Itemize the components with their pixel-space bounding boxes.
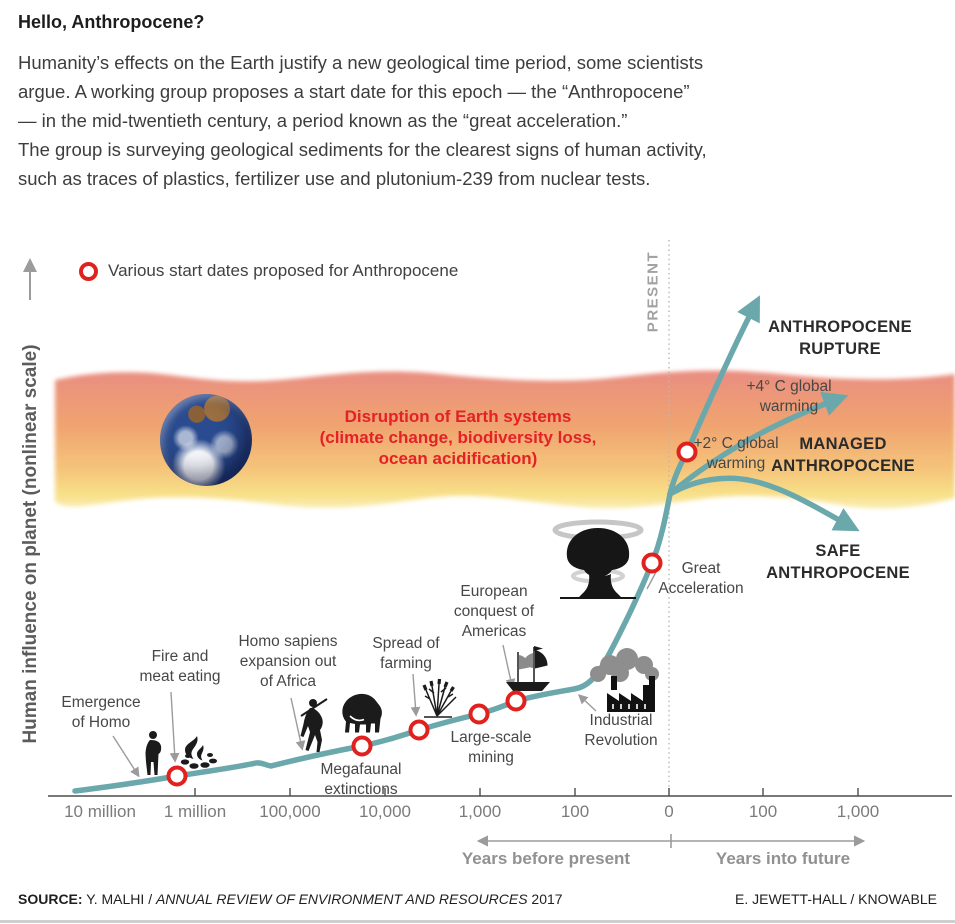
x-tick-future-100: 100 bbox=[748, 802, 778, 821]
circle-2c-warming bbox=[676, 441, 698, 463]
rupture-curve bbox=[667, 295, 760, 497]
mammoth-icon bbox=[342, 693, 382, 733]
event-label-industrial-revolution: Industrial Revolution bbox=[584, 712, 658, 749]
intro-paragraph: Humanity’s effects on the Earth justify … bbox=[18, 52, 707, 189]
artist-credit: E. JEWETT-HALL / KNOWABLE bbox=[734, 891, 937, 907]
ship-icon bbox=[506, 646, 550, 691]
factory-icon bbox=[590, 648, 659, 712]
event-label-european-conquest: European conquest of Americas bbox=[453, 583, 535, 640]
bottom-divider bbox=[0, 920, 955, 923]
circle-megafaunal-extinctions bbox=[351, 735, 373, 757]
hunter-icon bbox=[300, 698, 328, 752]
footer: SOURCE: Y. MALHI / ANNUAL REVIEW OF ENVI… bbox=[18, 891, 937, 907]
event-label-great-acceleration: Great Acceleration bbox=[658, 560, 744, 597]
source-label: SOURCE: bbox=[18, 891, 83, 907]
safe-curve bbox=[667, 475, 860, 532]
standing-human-icon bbox=[145, 731, 162, 775]
disruption-band-label: Disruption of Earth systems (climate cha… bbox=[319, 407, 597, 468]
mushroom-cloud-icon bbox=[552, 519, 644, 599]
pointer-arrows bbox=[112, 571, 657, 778]
circle-spread-of-farming bbox=[408, 719, 430, 741]
source-journal: ANNUAL REVIEW OF ENVIRONMENT AND RESOURC… bbox=[155, 891, 528, 907]
x-tick-1000: 1,000 bbox=[458, 802, 502, 821]
main-influence-curve bbox=[72, 491, 673, 794]
crops-icon bbox=[422, 678, 457, 718]
event-label-megafaunal-extinctions: Megafaunal extinctions bbox=[320, 761, 402, 798]
scenario-label-plus2: +2° C global warming bbox=[693, 435, 779, 472]
campfire-icon bbox=[180, 736, 217, 769]
source-credit: SOURCE: Y. MALHI / ANNUAL REVIEW OF ENVI… bbox=[18, 891, 563, 907]
page-title: Hello, Anthropocene? bbox=[18, 12, 205, 32]
scenario-label-plus4: +4° C global warming bbox=[746, 378, 832, 415]
legend-circle-icon bbox=[79, 262, 98, 281]
event-label-large-scale-mining: Large-scale mining bbox=[450, 729, 532, 766]
x-tick-100: 100 bbox=[560, 802, 590, 821]
event-label-spread-of-farming: Spread of farming bbox=[372, 635, 440, 672]
x-tick-10-million: 10 million bbox=[64, 802, 136, 821]
event-label-emergence-of-homo: Emergence of Homo bbox=[61, 694, 141, 731]
circle-european-conquest bbox=[505, 690, 527, 712]
circle-large-scale-mining bbox=[468, 703, 490, 725]
timeline-span-arrow bbox=[476, 834, 866, 848]
scenario-label-managed: MANAGED ANTHROPOCENE bbox=[771, 435, 915, 475]
x-tick-0: 0 bbox=[664, 802, 674, 821]
x-tick-10000: 10,000 bbox=[359, 802, 411, 821]
legend-label: Various start dates proposed for Anthrop… bbox=[108, 261, 459, 280]
circle-great-acceleration bbox=[641, 552, 663, 574]
disruption-band bbox=[55, 370, 955, 509]
x-tick-1-million: 1 million bbox=[163, 802, 227, 821]
event-label-fire-and-meat-eating: Fire and meat eating bbox=[139, 648, 221, 685]
x-axis-label-future: Years into future bbox=[715, 849, 851, 868]
start-date-circles bbox=[166, 441, 698, 787]
x-axis-ticks bbox=[194, 788, 859, 796]
managed-curve bbox=[667, 391, 849, 497]
circle-fire-and-meat-eating bbox=[166, 765, 188, 787]
x-tick-future-1000: 1,000 bbox=[836, 802, 880, 821]
present-label: PRESENT bbox=[644, 250, 662, 333]
x-axis bbox=[48, 788, 952, 797]
earth-icon bbox=[160, 394, 252, 486]
x-axis-label-before: Years before present bbox=[461, 849, 631, 868]
scenario-label-rupture: ANTHROPOCENE RUPTURE bbox=[768, 318, 912, 358]
x-tick-100000: 100,000 bbox=[259, 802, 321, 821]
event-label-homo-sapiens-expansion: Homo sapiens expansion out of Africa bbox=[238, 633, 338, 690]
scenario-label-safe: SAFE ANTHROPOCENE bbox=[766, 542, 910, 582]
